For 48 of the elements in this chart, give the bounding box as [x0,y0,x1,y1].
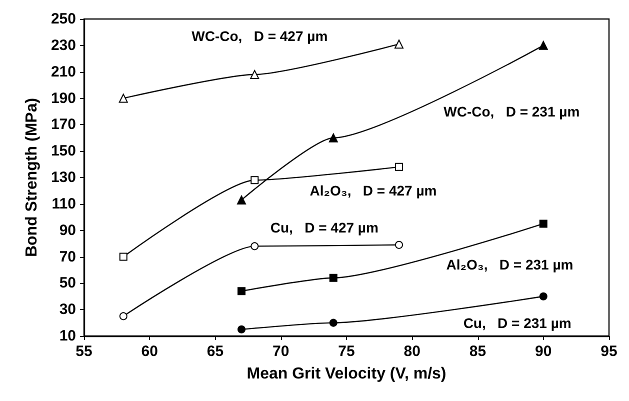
y-tick-label: 150 [50,142,76,160]
y-tick-label: 210 [50,63,76,80]
point [395,240,403,249]
y-tick-label: 70 [59,248,76,266]
y-tick-label: 230 [50,36,76,54]
y-tick-label: 190 [50,90,76,107]
point [329,318,338,327]
series-label: Al₂O₃, D = 231 µm [446,256,574,273]
point [539,220,548,228]
x-tick-label: 70 [272,343,290,360]
x-tick-label: 75 [338,343,355,360]
y-tick-label: 50 [59,274,76,292]
point [238,325,246,334]
point [538,40,548,50]
series-label: Cu, D = 231 µm [463,314,572,331]
point [237,195,246,204]
x-tick-label: 80 [404,343,420,360]
x-tick-label: 85 [469,343,486,360]
x-tick-label: 65 [206,343,224,360]
y-tick-label: 130 [50,169,76,186]
y-tick-label: 250 [50,10,76,28]
y-tick-label: 170 [50,116,76,134]
x-axis-title: Mean Grit Velocity (V, m/s) [246,366,446,382]
y-tick-label: 10 [59,328,76,344]
series-label: Cu, D = 427 µm [270,220,378,236]
y-tick-label: 110 [52,195,76,212]
point [238,287,246,296]
x-tick-label: 90 [535,343,552,360]
y-tick-label: 90 [59,222,76,239]
series-label: WC-Co, D = 427 µm [192,28,328,44]
x-tick-label: 95 [600,343,618,360]
point [328,133,338,142]
y-tick-label: 30 [59,301,76,318]
point [329,274,338,282]
x-tick-label: 60 [141,343,158,360]
series-label: Al₂O₃, D = 427 µm [310,182,437,199]
point [394,40,404,49]
point [250,176,259,184]
point [539,292,548,300]
series-label: WC-Co, D = 231 µm [444,103,580,120]
point [118,94,128,103]
point [395,162,403,171]
point [119,252,128,261]
y-axis-title: Bond Strength (MPa) [24,98,41,258]
x-tick-label: 55 [76,343,92,360]
point [119,312,128,320]
point [250,242,259,250]
point [250,70,260,79]
